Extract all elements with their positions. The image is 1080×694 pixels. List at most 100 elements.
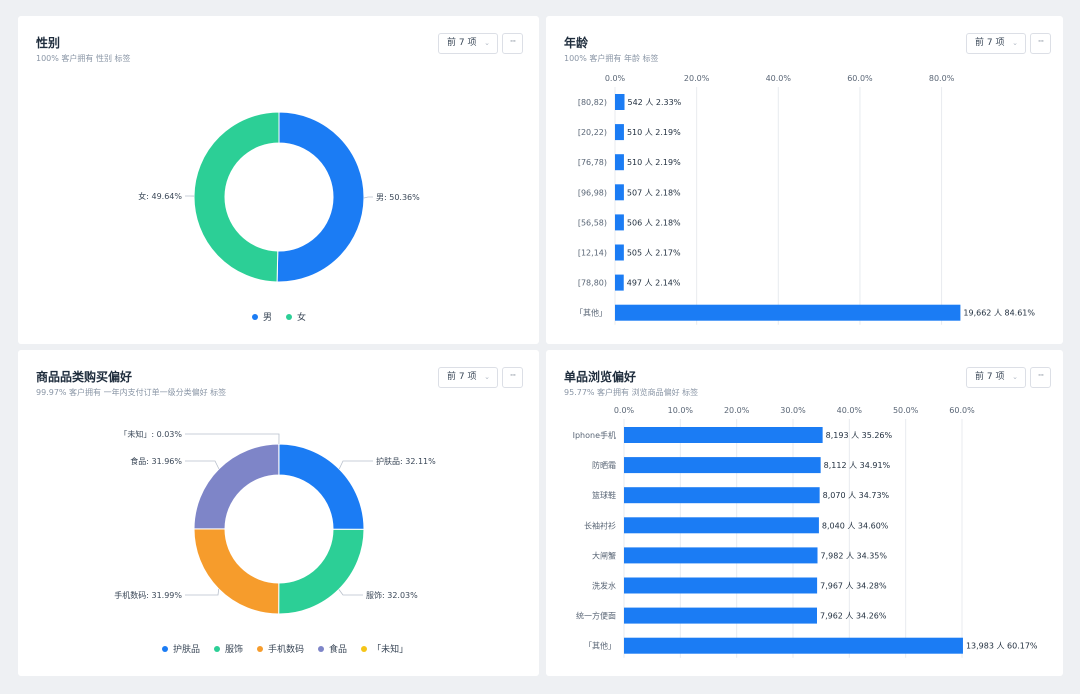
data-label: 505 人 2.17% [627, 249, 681, 258]
label-leader-line [363, 196, 373, 199]
category-panel: 商品品类购买偏好 99.97% 客户拥有 一年内支付订单一级分类偏好 标签 前 … [18, 350, 539, 676]
legend-dot-icon [318, 645, 325, 652]
x-tick-label: 20.0% [724, 406, 750, 415]
legend-item[interactable]: 男 [252, 310, 272, 323]
legend-dot-icon [361, 645, 368, 652]
slice-label: 手机数码: 31.99% [114, 590, 182, 600]
top-n-dropdown[interactable]: 前 7 项 ⌄ [438, 367, 498, 388]
x-tick-label: 20.0% [684, 74, 710, 83]
bar[interactable] [624, 547, 818, 564]
legend-label: 护肤品 [173, 645, 201, 655]
legend-label: 食品 [329, 645, 348, 655]
legend-dot-icon [162, 645, 168, 652]
legend-dot-icon [252, 313, 258, 320]
top-n-dropdown[interactable]: 前 7 项 ⌄ [966, 367, 1026, 388]
top-n-label: 前 7 项 [975, 372, 1005, 382]
panel-title: 商品品类购买偏好 [36, 370, 133, 384]
bar[interactable] [624, 607, 817, 624]
age-panel: 年龄 100% 客户拥有 年龄 标签 前 7 项 ⌄ ··· 0.0% 20.0% 4… [546, 16, 1063, 344]
x-tick-label: 40.0% [766, 74, 792, 83]
bar[interactable] [615, 154, 624, 171]
gender-legend: 男女 [252, 310, 306, 323]
category-label: 洗发水 [592, 581, 616, 591]
data-label: 8,040 人 34.60% [822, 521, 889, 530]
bar[interactable] [624, 637, 963, 654]
x-tick-label: 30.0% [780, 406, 806, 415]
x-tick-label: 0.0% [605, 74, 626, 83]
slice-label: 食品: 31.96% [130, 456, 182, 466]
chevron-down-icon: ⌄ [484, 373, 490, 381]
top-n-label: 前 7 项 [447, 38, 477, 48]
legend-label: 男 [263, 313, 273, 323]
bar[interactable] [615, 214, 624, 231]
slice-服饰[interactable] [278, 528, 365, 615]
data-label: 7,982 人 34.35% [821, 551, 888, 560]
category-label: 防晒霜 [592, 460, 616, 470]
legend-item[interactable]: 护肤品 [162, 642, 200, 655]
more-options-button[interactable]: ··· [1030, 367, 1051, 388]
legend-label: 女 [297, 313, 307, 323]
bar[interactable] [615, 304, 961, 321]
panel-title: 年龄 [564, 36, 589, 50]
slice-手机数码[interactable] [193, 528, 280, 615]
legend-item[interactable]: 服饰 [214, 642, 243, 655]
top-n-dropdown[interactable]: 前 7 项 ⌄ [438, 33, 498, 54]
slice-label: 护肤品: 32.11% [376, 456, 436, 466]
category-label: [56,58) [578, 218, 607, 227]
data-label: 8,193 人 35.26% [826, 431, 893, 440]
data-label: 8,070 人 34.73% [823, 491, 890, 500]
more-options-button[interactable]: ··· [1030, 33, 1051, 54]
category-label: 「其他」 [575, 308, 607, 318]
item-bar-chart: 0.0% 10.0% 20.0% 30.0% 40.0% 50.0% 60.0% Iphone… [573, 406, 1038, 658]
legend-label: 「未知」 [372, 645, 409, 655]
slice-label: 女: 49.64% [138, 191, 182, 201]
bar[interactable] [624, 577, 818, 594]
age-bar-chart: 0.0% 20.0% 40.0% 60.0% 80.0% [80,82) 542 人 2.3… [575, 74, 1035, 325]
bar[interactable] [624, 487, 820, 504]
data-label: 7,962 人 34.26% [820, 612, 887, 621]
legend-item[interactable]: 手机数码 [257, 642, 304, 655]
category-donut-chart: 护肤品: 32.11% 服饰: 32.03% 手机数码: 31.99% 食品: 31.… [114, 429, 436, 615]
chevron-down-icon: ⌄ [484, 39, 490, 47]
legend-item[interactable]: 「未知」 [361, 642, 408, 655]
data-label: 507 人 2.18% [627, 188, 681, 197]
slice-食品[interactable] [193, 443, 280, 530]
data-label: 8,112 人 34.91% [824, 461, 891, 470]
category-label: 篮球鞋 [592, 490, 616, 500]
top-n-label: 前 7 项 [975, 38, 1005, 48]
x-tick-label: 50.0% [893, 406, 919, 415]
x-tick-label: 0.0% [614, 406, 635, 415]
slice-男[interactable] [276, 111, 365, 283]
category-label: 「其他」 [584, 641, 616, 651]
item-panel: 单品浏览偏好 95.77% 客户拥有 浏览商品偏好 标签 前 7 项 ⌄ ··· … [546, 350, 1063, 676]
label-leader-line [185, 588, 220, 596]
more-options-button[interactable]: ··· [502, 367, 523, 388]
bar[interactable] [624, 427, 823, 443]
label-leader-line [185, 460, 220, 470]
bar[interactable] [624, 517, 819, 534]
data-label: 13,983 人 60.17% [966, 642, 1038, 651]
bar[interactable] [615, 94, 625, 110]
bar[interactable] [615, 184, 624, 201]
bar[interactable] [615, 274, 624, 291]
legend-item[interactable]: 女 [286, 310, 306, 323]
slice-女[interactable] [193, 111, 280, 283]
legend-item[interactable]: 食品 [318, 642, 347, 655]
slice-护肤品[interactable] [278, 443, 365, 530]
label-leader-line [185, 433, 280, 445]
slice-label: 「未知」: 0.03% [119, 429, 182, 439]
bar[interactable] [615, 124, 624, 141]
legend-dot-icon [286, 313, 293, 320]
category-label: 长袖衬衫 [584, 520, 616, 530]
category-label: 大闸蟹 [592, 550, 616, 560]
legend-label: 服饰 [225, 645, 244, 655]
top-n-label: 前 7 项 [447, 372, 477, 382]
panel-subtitle: 100% 客户拥有 年龄 标签 [564, 54, 659, 63]
more-options-button[interactable]: ··· [502, 33, 523, 54]
x-tick-label: 60.0% [949, 406, 975, 415]
category-label: [12,14) [578, 249, 607, 258]
bar[interactable] [615, 244, 624, 261]
x-tick-label: 40.0% [837, 406, 863, 415]
bar[interactable] [624, 457, 821, 474]
top-n-dropdown[interactable]: 前 7 项 ⌄ [966, 33, 1026, 54]
